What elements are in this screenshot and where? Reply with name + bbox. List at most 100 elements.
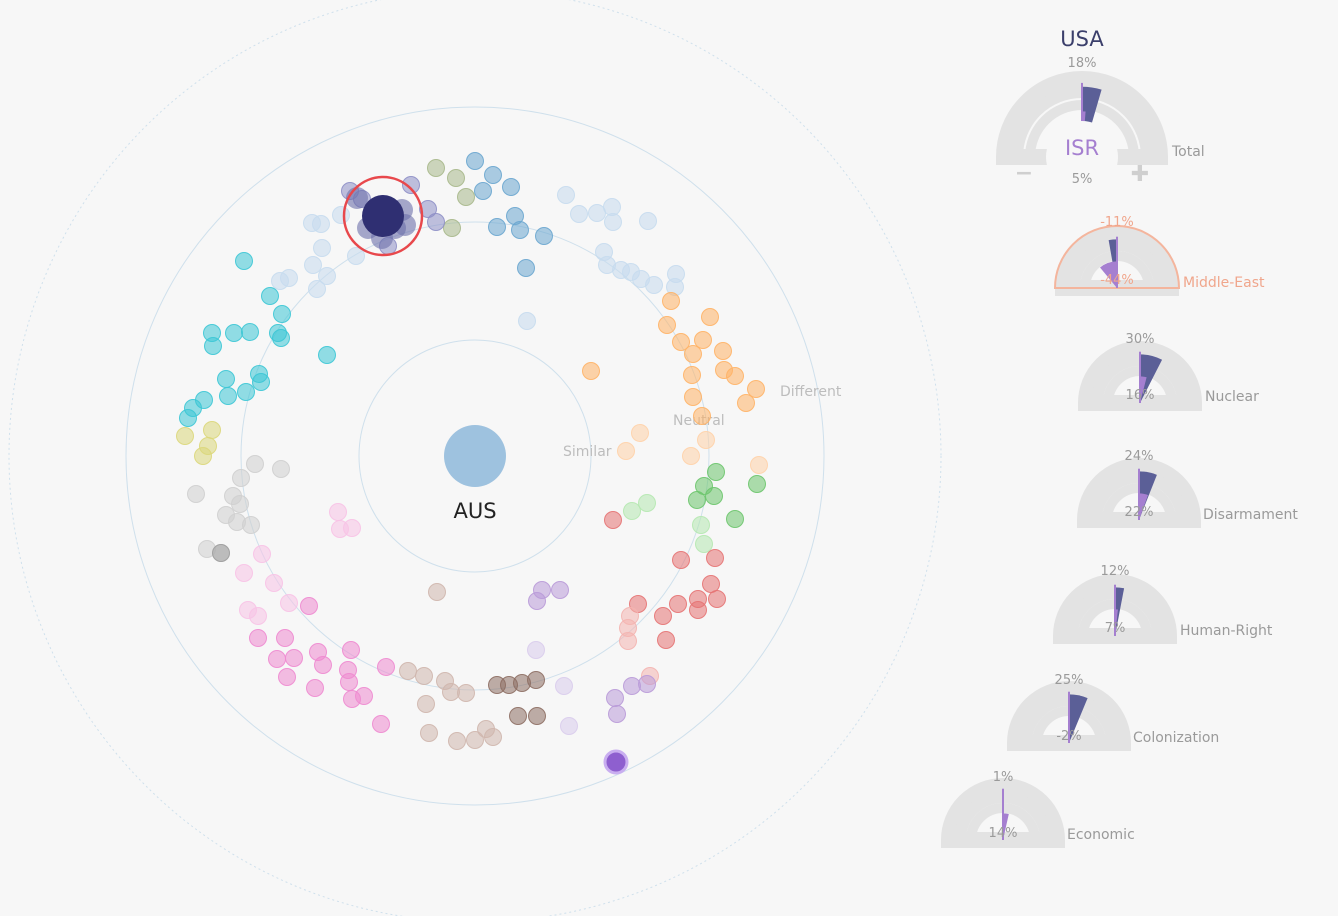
country-dot[interactable]	[693, 407, 711, 425]
country-dot[interactable]	[203, 421, 221, 439]
country-dot[interactable]	[204, 337, 222, 355]
country-dot[interactable]	[332, 206, 350, 224]
country-dot[interactable]	[623, 502, 641, 520]
country-dot[interactable]	[372, 715, 390, 733]
country-dot[interactable]	[443, 219, 461, 237]
minus-icon[interactable]: −	[1015, 161, 1033, 186]
country-dot[interactable]	[701, 308, 719, 326]
country-dot[interactable]	[631, 424, 649, 442]
country-dot[interactable]	[488, 218, 506, 236]
country-dot[interactable]	[645, 276, 663, 294]
country-dot[interactable]	[672, 551, 690, 569]
country-dot[interactable]	[697, 431, 715, 449]
country-dot[interactable]	[219, 387, 237, 405]
country-dot[interactable]	[527, 641, 545, 659]
country-dot[interactable]	[606, 689, 624, 707]
country-dot[interactable]	[638, 494, 656, 512]
country-dot[interactable]	[235, 564, 253, 582]
country-dot[interactable]	[235, 252, 253, 270]
country-dot[interactable]	[617, 442, 635, 460]
country-dot[interactable]	[427, 159, 445, 177]
country-dot[interactable]	[604, 511, 622, 529]
country-dot[interactable]	[582, 362, 600, 380]
country-dot[interactable]	[657, 631, 675, 649]
plus-icon[interactable]: ✚	[1131, 162, 1149, 187]
country-dot[interactable]	[683, 366, 701, 384]
country-dot[interactable]	[314, 656, 332, 674]
country-dot[interactable]	[417, 695, 435, 713]
country-dot[interactable]	[318, 346, 336, 364]
country-dot[interactable]	[261, 287, 279, 305]
country-dot[interactable]	[528, 707, 546, 725]
country-dot[interactable]	[343, 690, 361, 708]
country-dot[interactable]	[249, 629, 267, 647]
country-dot[interactable]	[682, 447, 700, 465]
country-dot[interactable]	[415, 667, 433, 685]
country-dot[interactable]	[654, 607, 672, 625]
country-dot[interactable]	[603, 749, 629, 775]
country-dot[interactable]	[249, 607, 267, 625]
country-dot[interactable]	[484, 166, 502, 184]
country-dot[interactable]	[692, 516, 710, 534]
gauge-colonization[interactable]: 25% -2% Colonization	[1006, 673, 1219, 751]
country-dot[interactable]	[241, 323, 259, 341]
country-dot[interactable]	[603, 198, 621, 216]
country-dot[interactable]	[212, 544, 230, 562]
gauge-nuclear[interactable]: 30% 16% Nuclear	[1077, 332, 1259, 411]
country-dot[interactable]	[347, 247, 365, 265]
country-dot[interactable]	[306, 679, 324, 697]
country-dot[interactable]	[276, 629, 294, 647]
country-dot[interactable]	[280, 594, 298, 612]
country-dot[interactable]	[726, 510, 744, 528]
country-dot[interactable]	[457, 684, 475, 702]
country-dot[interactable]	[689, 601, 707, 619]
country-dot[interactable]	[448, 732, 466, 750]
country-dot[interactable]	[662, 292, 680, 310]
country-dot[interactable]	[557, 186, 575, 204]
country-dot[interactable]	[447, 169, 465, 187]
country-dot[interactable]	[672, 333, 690, 351]
country-dot[interactable]	[427, 213, 445, 231]
country-dot[interactable]	[318, 267, 336, 285]
country-dot[interactable]	[511, 221, 529, 239]
country-dot[interactable]	[509, 707, 527, 725]
country-dot[interactable]	[442, 683, 460, 701]
gauge-economic[interactable]: 1% 14% Economic	[940, 770, 1135, 848]
country-dot[interactable]	[217, 370, 235, 388]
country-dot[interactable]	[420, 724, 438, 742]
highlighted-country-dot[interactable]	[362, 195, 404, 237]
country-dot[interactable]	[623, 677, 641, 695]
country-dot[interactable]	[619, 632, 637, 650]
country-dot[interactable]	[707, 463, 725, 481]
country-dot[interactable]	[265, 574, 283, 592]
country-dot[interactable]	[308, 280, 326, 298]
country-dot[interactable]	[273, 305, 291, 323]
country-dot[interactable]	[694, 331, 712, 349]
country-dot[interactable]	[639, 212, 657, 230]
country-dot[interactable]	[517, 259, 535, 277]
country-dot[interactable]	[708, 590, 726, 608]
center-country-dot[interactable]	[444, 425, 506, 487]
gauge-middle-east[interactable]: -11% -44% Middle-East	[1053, 215, 1265, 296]
country-dot[interactable]	[271, 272, 289, 290]
country-dot[interactable]	[278, 668, 296, 686]
country-dot[interactable]	[268, 650, 286, 668]
country-dot[interactable]	[702, 575, 720, 593]
country-dot[interactable]	[551, 581, 569, 599]
country-dot[interactable]	[303, 214, 321, 232]
country-dot[interactable]	[484, 728, 502, 746]
country-dot[interactable]	[194, 447, 212, 465]
country-dot[interactable]	[750, 456, 768, 474]
country-dot[interactable]	[428, 583, 446, 601]
country-dot[interactable]	[399, 662, 417, 680]
country-dot[interactable]	[570, 205, 588, 223]
country-dot[interactable]	[535, 227, 553, 245]
country-dot[interactable]	[252, 373, 270, 391]
country-dot[interactable]	[313, 239, 331, 257]
country-dot[interactable]	[377, 658, 395, 676]
country-dot[interactable]	[684, 388, 702, 406]
gauge-human-right[interactable]: 12% 7% Human-Right	[1052, 564, 1273, 644]
country-dot[interactable]	[706, 549, 724, 567]
country-dot[interactable]	[604, 213, 622, 231]
country-dot[interactable]	[669, 595, 687, 613]
